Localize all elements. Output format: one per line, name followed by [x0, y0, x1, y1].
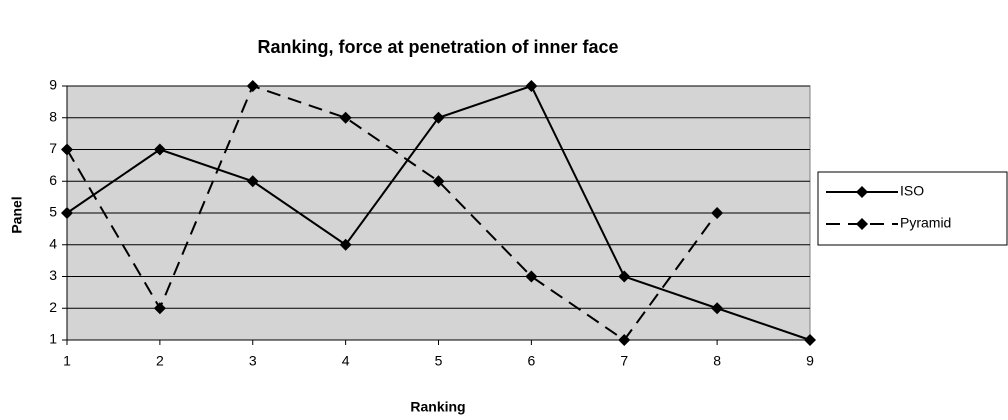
- data-point: [61, 143, 73, 156]
- data-point: [153, 143, 166, 156]
- legend-label: Pyramid: [900, 215, 951, 231]
- x-tick-label: 9: [806, 353, 814, 369]
- y-tick-label: 5: [49, 204, 57, 220]
- x-tick-label: 4: [342, 353, 350, 369]
- y-tick-label: 8: [49, 108, 57, 124]
- data-point: [432, 175, 445, 188]
- chart-title: Ranking, force at penetration of inner f…: [257, 37, 618, 57]
- y-tick-label: 4: [49, 235, 57, 251]
- y-tick-label: 7: [49, 140, 57, 156]
- x-tick-label: 2: [156, 353, 164, 369]
- data-point: [525, 270, 538, 283]
- data-point: [618, 270, 631, 283]
- data-point: [246, 80, 259, 92]
- legend-marker: [856, 186, 868, 198]
- y-tick-label: 6: [49, 172, 57, 188]
- y-tick-label: 1: [49, 331, 57, 347]
- data-point: [618, 334, 631, 346]
- x-tick-label: 6: [527, 353, 535, 369]
- y-tick-label: 2: [49, 299, 57, 315]
- x-tick-label: 8: [713, 353, 721, 369]
- x-tick-label: 7: [620, 353, 628, 369]
- data-point: [711, 302, 724, 315]
- data-point: [525, 80, 538, 92]
- x-tick-label: 5: [435, 353, 443, 369]
- x-axis-title: Ranking: [410, 399, 465, 415]
- y-tick-label: 3: [49, 267, 57, 283]
- series-line: [66, 84, 718, 342]
- data-point: [153, 302, 166, 315]
- data-point: [432, 111, 445, 124]
- data-point: [711, 207, 724, 219]
- data-point: [61, 207, 73, 219]
- data-point: [339, 111, 352, 124]
- x-tick-label: 1: [63, 353, 71, 369]
- data-point: [804, 334, 816, 346]
- data-point: [339, 238, 352, 251]
- legend-marker: [856, 218, 868, 230]
- legend-label: ISO: [900, 183, 924, 199]
- legend-box: [817, 171, 1008, 246]
- y-axis-title: Panel: [9, 196, 25, 233]
- y-tick-label: 9: [49, 77, 57, 93]
- x-tick-label: 3: [249, 353, 257, 369]
- data-point: [246, 175, 259, 188]
